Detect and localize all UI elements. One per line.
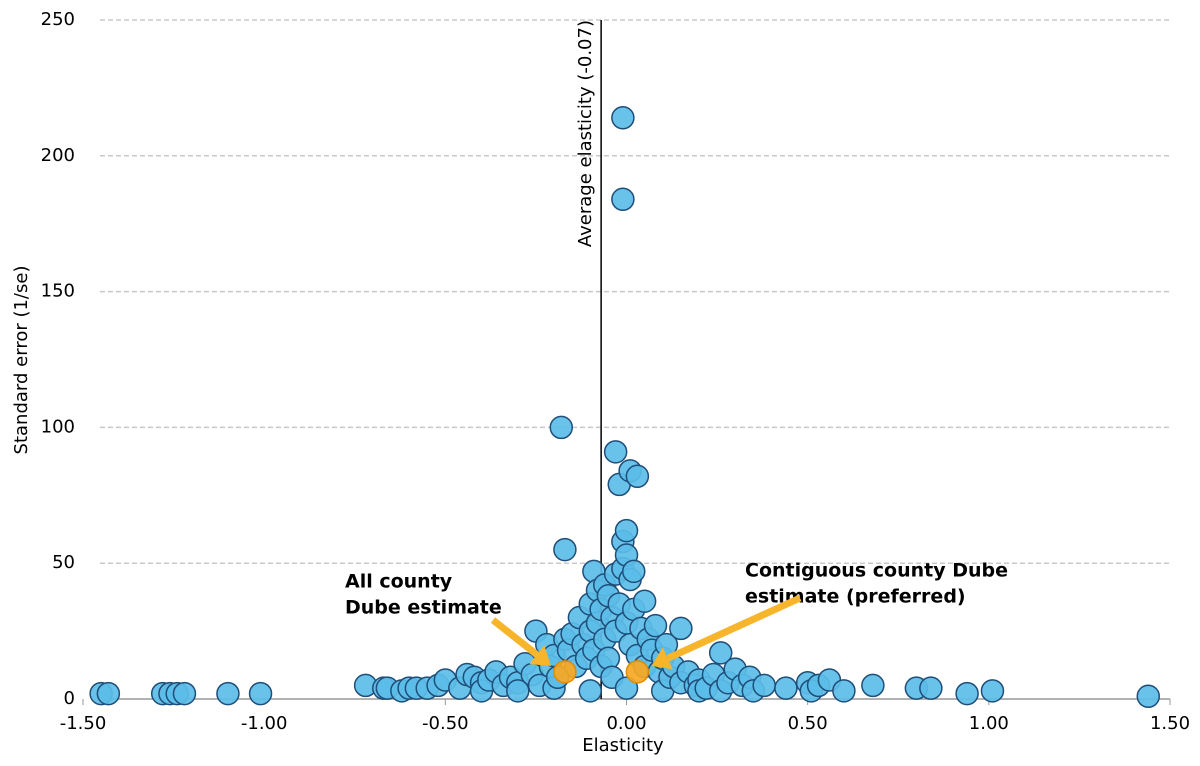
y-tick-label: 0: [64, 688, 75, 709]
point: [752, 673, 776, 698]
point: [578, 679, 603, 703]
point: [549, 415, 574, 440]
point: [614, 518, 639, 543]
point: [632, 589, 657, 613]
y-axis-title: Standard error (1/se): [11, 266, 32, 455]
point: [669, 616, 693, 641]
arrow-shaft: [490, 617, 539, 658]
point: [614, 676, 639, 700]
annotation: All county: [345, 571, 453, 593]
point: [172, 681, 197, 706]
y-tick-label: 200: [41, 145, 75, 166]
point: [248, 681, 273, 706]
point: [621, 559, 646, 584]
x-axis-title: Elasticity: [582, 735, 664, 756]
annotation: Contiguous county Dube: [745, 560, 1008, 582]
point: [832, 679, 856, 703]
y-tick-label: 50: [52, 552, 75, 573]
y-tick-label: 250: [41, 9, 75, 30]
x-tick-label: 1.00: [969, 713, 1009, 734]
x-tick-label: 0.50: [788, 713, 828, 734]
point: [553, 537, 577, 562]
point: [596, 646, 621, 671]
x-tick-label: 1.50: [1150, 713, 1190, 734]
reference-label: Average elasticity (-0.07): [575, 20, 596, 247]
arrow-head: [529, 645, 551, 666]
arrow-head: [651, 647, 673, 670]
y-tick-label: 100: [41, 416, 75, 437]
point: [643, 613, 668, 638]
x-tick-label: 0.00: [606, 713, 646, 734]
arrow-shaft: [666, 594, 802, 662]
point: [919, 676, 943, 700]
point: [625, 464, 650, 489]
point: [980, 679, 1005, 703]
point: [955, 681, 979, 706]
point: [603, 440, 628, 464]
point: [611, 187, 635, 212]
point: [216, 681, 240, 706]
x-tick-label: -1.50: [60, 713, 107, 734]
point: [96, 681, 121, 706]
point: [1136, 684, 1161, 709]
point: [506, 679, 530, 703]
point: [553, 660, 577, 684]
annotation: Dube estimate: [345, 597, 502, 619]
x-tick-label: -0.50: [422, 713, 469, 734]
point: [611, 106, 635, 130]
annotation: estimate (preferred): [745, 586, 966, 608]
point: [625, 660, 650, 684]
point: [774, 676, 798, 700]
point: [861, 673, 885, 698]
point: [708, 641, 733, 665]
y-tick-label: 150: [41, 281, 75, 302]
x-tick-label: -1.00: [241, 713, 288, 734]
